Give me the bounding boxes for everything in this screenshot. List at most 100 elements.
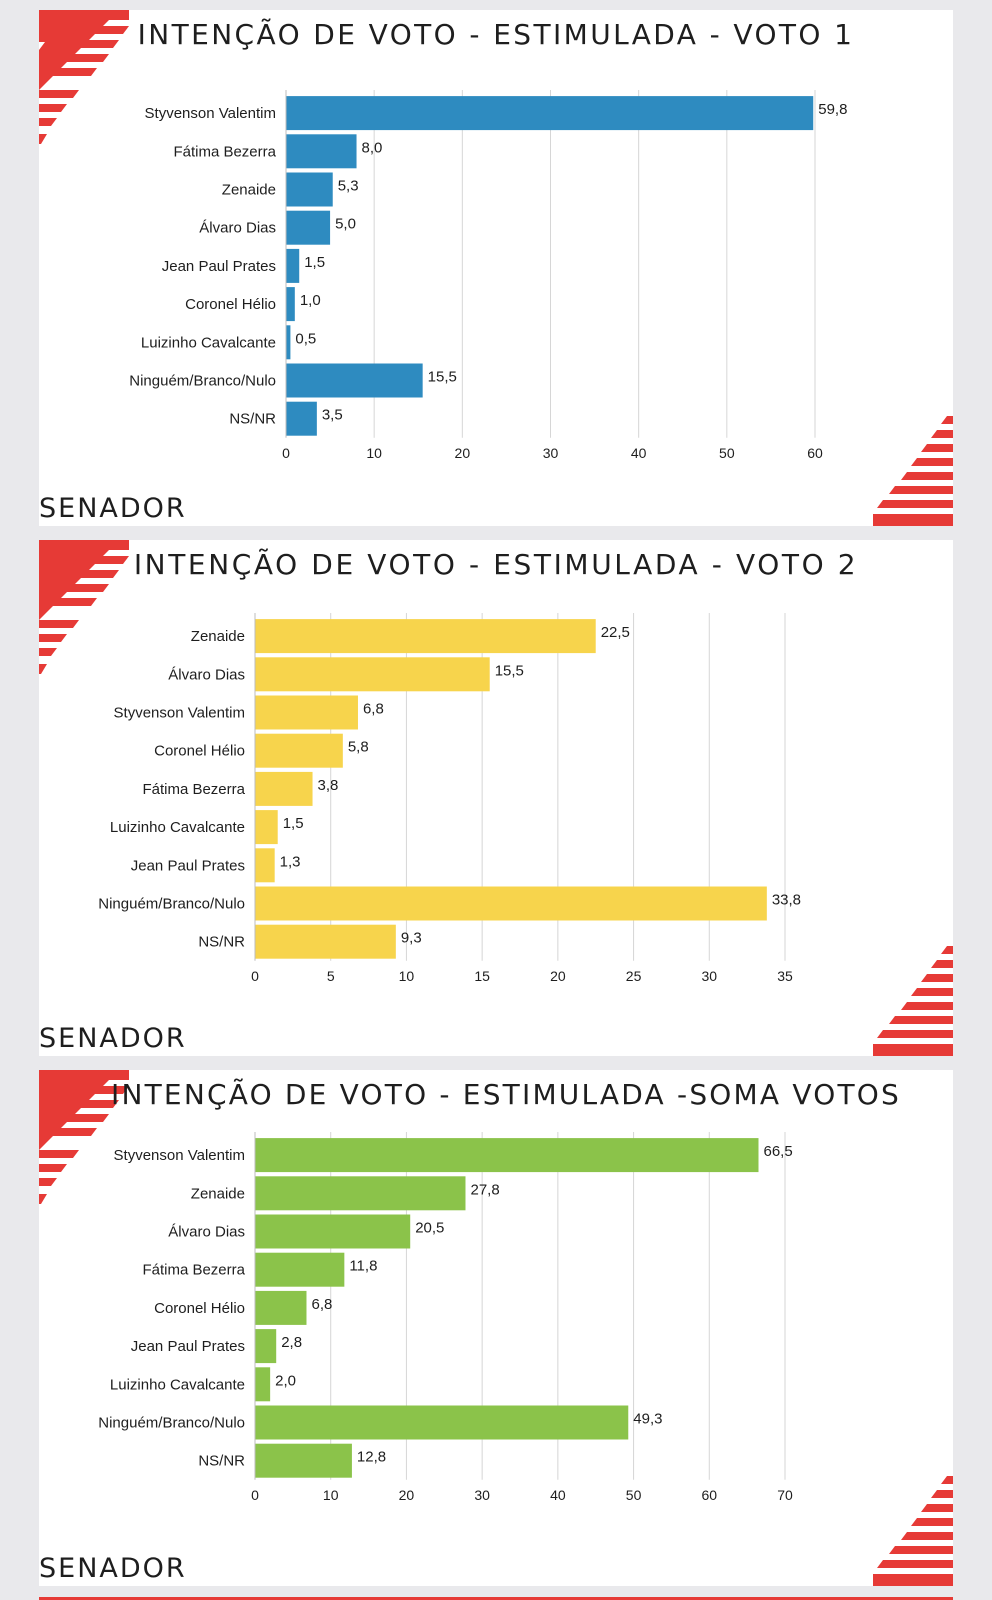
- category-label: Fátima Bezerra: [142, 1262, 245, 1279]
- x-tick-label: 60: [701, 1487, 717, 1503]
- value-label: 5,8: [348, 739, 369, 756]
- x-tick-label: 20: [455, 445, 471, 461]
- stripes-decoration-icon: [873, 946, 953, 1056]
- bar: [255, 1290, 307, 1325]
- chart-title: INTENÇÃO DE VOTO - ESTIMULADA - VOTO 1: [137, 18, 855, 51]
- category-label: Álvaro Dias: [199, 220, 276, 237]
- chart-title: INTENÇÃO DE VOTO - ESTIMULADA - VOTO 2: [133, 548, 859, 581]
- bar: [286, 325, 291, 360]
- bar-chart-soma: 0 10 20 30 40 50 60 70 Styvenson Valentim 66,5 Zen…: [98, 1132, 793, 1503]
- x-tick-label: 20: [550, 968, 566, 984]
- value-label: 20,5: [415, 1220, 444, 1237]
- bar: [255, 619, 596, 654]
- category-label: Fátima Bezerra: [173, 143, 276, 160]
- category-label: Ninguém/Branco/Nulo: [98, 896, 245, 913]
- value-label: 66,5: [764, 1143, 793, 1160]
- value-label: 5,0: [335, 216, 356, 233]
- x-tick-label: 50: [626, 1487, 642, 1503]
- category-label: Luizinho Cavalcante: [141, 334, 276, 351]
- x-tick-label: 60: [807, 445, 823, 461]
- bar: [286, 172, 333, 207]
- x-tick-label: 10: [323, 1487, 339, 1503]
- bar: [255, 924, 396, 959]
- category-label: Fátima Bezerra: [142, 781, 245, 798]
- x-tick-label: 40: [550, 1487, 566, 1503]
- category-label: Zenaide: [191, 628, 245, 645]
- category-label: Coronel Hélio: [154, 1300, 245, 1317]
- bar: [255, 1367, 271, 1402]
- value-label: 5,3: [338, 178, 359, 195]
- x-tick-label: 50: [719, 445, 735, 461]
- value-label: 8,0: [362, 139, 383, 156]
- category-label: Coronel Hélio: [185, 296, 276, 313]
- category-label: Jean Paul Prates: [162, 258, 276, 275]
- stripes-decoration-icon: [39, 1070, 129, 1204]
- x-tick-label: 5: [327, 968, 335, 984]
- value-label: 12,8: [357, 1449, 386, 1466]
- value-label: 1,3: [280, 853, 301, 870]
- category-label: Jean Paul Prates: [131, 1338, 245, 1355]
- value-label: 15,5: [428, 369, 457, 386]
- bar: [255, 1138, 759, 1173]
- bar: [255, 1443, 352, 1478]
- category-label: Zenaide: [222, 182, 276, 199]
- value-label: 33,8: [772, 892, 801, 909]
- x-tick-label: 30: [474, 1487, 490, 1503]
- value-label: 2,0: [275, 1372, 296, 1389]
- value-label: 1,0: [300, 292, 321, 309]
- bar: [286, 287, 295, 322]
- panel-subtitle: SENADOR: [39, 1023, 187, 1054]
- bar: [255, 1252, 345, 1287]
- x-tick-label: 70: [777, 1487, 793, 1503]
- footer-accent-line: [39, 1597, 953, 1600]
- category-label: Jean Paul Prates: [131, 857, 245, 874]
- category-label: NS/NR: [229, 411, 276, 428]
- x-tick-label: 10: [366, 445, 382, 461]
- value-label: 59,8: [818, 101, 847, 118]
- x-tick-label: 30: [701, 968, 717, 984]
- bar: [286, 134, 357, 169]
- value-label: 11,8: [349, 1258, 377, 1275]
- bar: [286, 96, 814, 131]
- category-label: Zenaide: [191, 1185, 245, 1202]
- x-tick-label: 20: [399, 1487, 415, 1503]
- x-tick-label: 35: [777, 968, 793, 984]
- value-label: 1,5: [304, 254, 325, 271]
- bar: [255, 657, 490, 692]
- stripes-decoration-icon: [39, 10, 129, 144]
- bar-chart-voto2: 0 5 10 15 20 25 30 35 Zenaide 22,5 Álvaro Dias 15,5…: [98, 613, 801, 984]
- value-label: 22,5: [601, 624, 630, 641]
- category-label: Álvaro Dias: [168, 666, 245, 683]
- bar: [255, 848, 275, 883]
- bar: [255, 695, 358, 730]
- value-label: 15,5: [495, 662, 524, 679]
- category-label: Styvenson Valentim: [145, 105, 276, 122]
- value-label: 1,5: [283, 815, 304, 832]
- x-tick-label: 0: [251, 968, 259, 984]
- category-label: Luizinho Cavalcante: [110, 1376, 245, 1393]
- chart-panel-voto2: INTENÇÃO DE VOTO - ESTIMULADA - VOTO 2 0…: [39, 540, 953, 1056]
- value-label: 3,5: [322, 407, 343, 424]
- category-label: Styvenson Valentim: [114, 1147, 245, 1164]
- bar: [255, 810, 278, 845]
- x-tick-label: 30: [543, 445, 559, 461]
- stripes-decoration-icon: [39, 540, 129, 674]
- category-label: NS/NR: [198, 934, 245, 951]
- bar: [286, 401, 317, 436]
- bar: [255, 1329, 277, 1364]
- x-tick-label: 40: [631, 445, 647, 461]
- bar: [255, 1176, 466, 1211]
- category-label: Ninguém/Branco/Nulo: [129, 373, 276, 390]
- value-label: 2,8: [281, 1334, 302, 1351]
- value-label: 3,8: [318, 777, 339, 794]
- chart-title: INTENÇÃO DE VOTO - ESTIMULADA -SOMA VOTO…: [111, 1078, 901, 1111]
- panel-subtitle: SENADOR: [39, 493, 187, 524]
- panel-subtitle: SENADOR: [39, 1553, 187, 1584]
- x-tick-label: 25: [626, 968, 642, 984]
- category-label: NS/NR: [198, 1453, 245, 1470]
- bar: [255, 733, 343, 768]
- chart-panel-soma: INTENÇÃO DE VOTO - ESTIMULADA -SOMA VOTO…: [39, 1070, 953, 1586]
- value-label: 9,3: [401, 930, 422, 947]
- chart-panel-voto1: INTENÇÃO DE VOTO - ESTIMULADA - VOTO 1 0…: [39, 10, 953, 526]
- bar: [255, 886, 767, 921]
